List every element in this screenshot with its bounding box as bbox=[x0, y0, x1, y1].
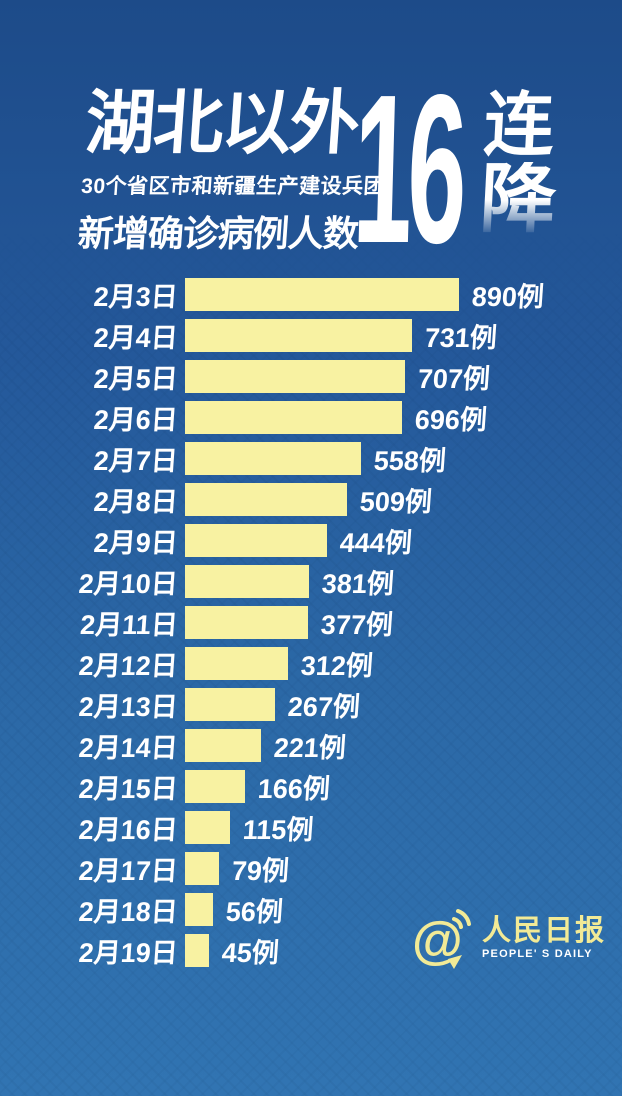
date-label: 2月19日 bbox=[77, 938, 179, 968]
chart-row: 2月16日 115例 bbox=[0, 811, 622, 845]
value-label: 444例 bbox=[338, 528, 413, 558]
date-label: 2月16日 bbox=[77, 815, 179, 845]
bar bbox=[185, 852, 219, 885]
date-label: 2月4日 bbox=[92, 323, 179, 353]
chart-row: 2月13日 267例 bbox=[0, 688, 622, 722]
streak-suffix: 连 降 bbox=[477, 86, 562, 242]
bar bbox=[185, 483, 347, 516]
value-label: 696例 bbox=[413, 405, 488, 435]
value-label: 707例 bbox=[416, 364, 491, 394]
value-label: 377例 bbox=[319, 610, 394, 640]
value-label: 221例 bbox=[272, 733, 347, 763]
chart-rows: 2月3日 890例 2月4日 731例 2月5日 707例 2月6日 696例 … bbox=[0, 278, 622, 968]
bar bbox=[185, 319, 412, 352]
value-label: 166例 bbox=[256, 774, 331, 804]
chart-row: 2月4日 731例 bbox=[0, 319, 622, 353]
bar bbox=[185, 524, 327, 557]
poster-subtitle-metric: 新增确诊病例人数 bbox=[76, 212, 360, 254]
chart-row: 2月19日 45例 bbox=[0, 934, 622, 968]
value-label: 558例 bbox=[372, 446, 447, 476]
chart-row: 2月10日 381例 bbox=[0, 565, 622, 599]
bar bbox=[185, 606, 308, 639]
chart-row: 2月9日 444例 bbox=[0, 524, 622, 558]
poster-title: 湖北以外 bbox=[82, 84, 361, 162]
date-label: 2月8日 bbox=[92, 487, 179, 517]
value-label: 56例 bbox=[224, 897, 284, 927]
bar bbox=[185, 360, 405, 393]
bar bbox=[185, 811, 230, 844]
value-label: 731例 bbox=[423, 323, 498, 353]
chart-row: 2月8日 509例 bbox=[0, 483, 622, 517]
chart-row: 2月3日 890例 bbox=[0, 278, 622, 312]
bar bbox=[185, 770, 245, 803]
chart-row: 2月11日 377例 bbox=[0, 606, 622, 640]
value-label: 45例 bbox=[220, 938, 280, 968]
bar bbox=[185, 647, 288, 680]
bar-chart: 2月3日 890例 2月4日 731例 2月5日 707例 2月6日 696例 … bbox=[0, 278, 622, 975]
date-label: 2月3日 bbox=[92, 282, 179, 312]
header: 湖北以外 30个省区市和新疆生产建设兵团 新增确诊病例人数 bbox=[76, 84, 392, 257]
date-label: 2月17日 bbox=[77, 856, 179, 886]
bar bbox=[185, 565, 309, 598]
value-label: 509例 bbox=[358, 487, 433, 517]
logo-text: 人民日报 PEOPLE' S DAILY bbox=[482, 914, 607, 961]
chart-row: 2月14日 221例 bbox=[0, 729, 622, 763]
peoples-daily-logo: @ 人民日报 PEOPLE' S DAILY bbox=[412, 901, 606, 975]
chart-row: 2月12日 312例 bbox=[0, 647, 622, 681]
bar bbox=[185, 934, 209, 967]
streak-number: 16 bbox=[350, 50, 465, 287]
value-label: 267例 bbox=[286, 692, 361, 722]
date-label: 2月18日 bbox=[77, 897, 179, 927]
chart-row: 2月18日 56例 bbox=[0, 893, 622, 927]
date-label: 2月13日 bbox=[77, 692, 179, 722]
date-label: 2月6日 bbox=[92, 405, 179, 435]
at-mark: @ bbox=[412, 901, 476, 975]
bar bbox=[185, 688, 275, 721]
signal-waves-icon bbox=[448, 909, 471, 969]
speech-tail-icon bbox=[448, 955, 462, 969]
date-label: 2月5日 bbox=[92, 364, 179, 394]
bar bbox=[185, 442, 361, 475]
bar bbox=[185, 401, 402, 434]
date-label: 2月15日 bbox=[77, 774, 179, 804]
date-label: 2月10日 bbox=[77, 569, 179, 599]
date-label: 2月7日 bbox=[92, 446, 179, 476]
value-label: 115例 bbox=[241, 815, 315, 845]
value-label: 312例 bbox=[299, 651, 374, 681]
poster-subtitle-scope: 30个省区市和新疆生产建设兵团 bbox=[80, 174, 386, 198]
date-label: 2月14日 bbox=[77, 733, 179, 763]
value-label: 381例 bbox=[320, 569, 395, 599]
date-label: 2月11日 bbox=[79, 610, 179, 640]
streak-char-jiang: 降 bbox=[477, 157, 559, 242]
streak-callout: 16 连 降 bbox=[351, 50, 572, 287]
bar bbox=[185, 729, 261, 762]
chart-row: 2月15日 166例 bbox=[0, 770, 622, 804]
date-label: 2月12日 bbox=[77, 651, 179, 681]
value-label: 890例 bbox=[470, 282, 545, 312]
bar bbox=[185, 278, 459, 311]
logo-name-en: PEOPLE' S DAILY bbox=[482, 948, 593, 961]
value-label: 79例 bbox=[230, 856, 290, 886]
chart-row: 2月17日 79例 bbox=[0, 852, 622, 886]
chart-row: 2月5日 707例 bbox=[0, 360, 622, 394]
logo-name-cn: 人民日报 bbox=[482, 914, 607, 947]
chart-row: 2月7日 558例 bbox=[0, 442, 622, 476]
date-label: 2月9日 bbox=[92, 528, 179, 558]
chart-row: 2月6日 696例 bbox=[0, 401, 622, 435]
bar bbox=[185, 893, 213, 926]
streak-char-lian: 连 bbox=[482, 86, 557, 164]
